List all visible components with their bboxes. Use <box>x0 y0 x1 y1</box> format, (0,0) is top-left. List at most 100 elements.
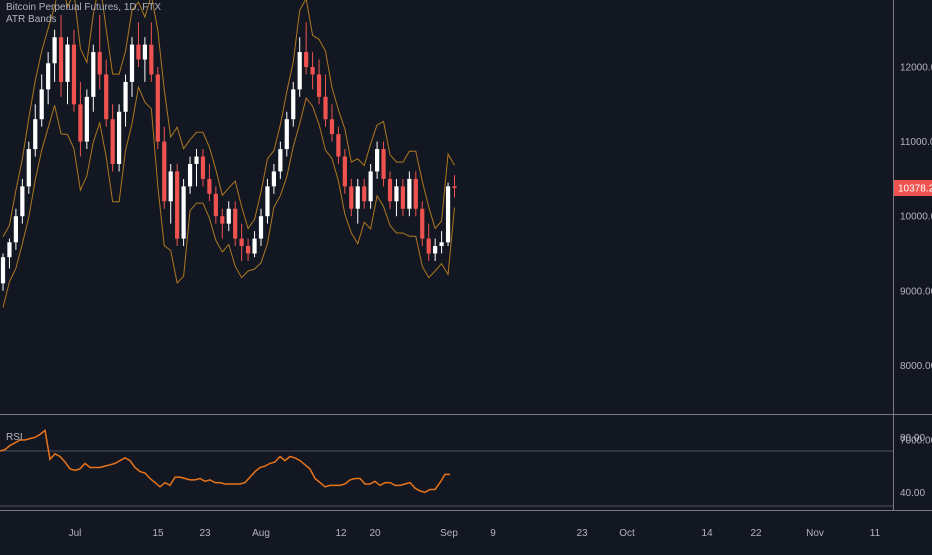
candle-body <box>187 163 193 187</box>
candle <box>220 208 225 239</box>
candle-body <box>368 171 373 202</box>
candle <box>362 178 367 209</box>
candle <box>284 111 289 157</box>
rsi-line <box>0 429 450 494</box>
candle <box>246 238 251 261</box>
candle <box>316 59 322 105</box>
candle <box>336 126 341 164</box>
candle <box>413 171 418 217</box>
time-tick-label: 23 <box>199 528 211 539</box>
candle <box>123 74 128 127</box>
candle-body <box>407 178 412 209</box>
candle <box>117 104 122 172</box>
candle <box>278 141 283 179</box>
candle-body <box>46 63 51 90</box>
candle-body <box>362 186 367 202</box>
time-tick-label: 23 <box>576 528 588 539</box>
candle <box>110 104 115 172</box>
candle <box>187 156 193 194</box>
candle <box>445 182 451 247</box>
candle-body <box>65 44 70 82</box>
candle-body <box>258 216 264 239</box>
price-tick-label: 9000.00 <box>900 286 932 297</box>
candle-body <box>97 52 102 75</box>
price-tick-label: 10000.00 <box>900 212 932 223</box>
candle-body <box>52 37 57 64</box>
candle <box>394 178 399 217</box>
candle-body <box>91 52 96 97</box>
candle <box>200 149 206 187</box>
candle-body <box>439 242 444 247</box>
candle <box>226 201 231 232</box>
candle-body <box>387 178 393 202</box>
candle-body <box>58 37 64 82</box>
candle-body <box>155 74 160 142</box>
candle-body <box>78 104 83 142</box>
candle-body <box>168 171 173 202</box>
candle-body <box>375 149 380 172</box>
time-tick-label: Sep <box>440 528 458 539</box>
time-tick-label: Jul <box>69 528 82 539</box>
candle <box>194 149 199 187</box>
candle-body <box>200 156 206 179</box>
candle-body <box>226 208 231 224</box>
candle-body <box>323 96 328 120</box>
candle-body <box>426 238 431 254</box>
candle <box>104 59 109 127</box>
candle <box>20 178 25 224</box>
candle-body <box>381 149 386 179</box>
candle-body <box>71 44 77 105</box>
candle-body <box>246 246 251 254</box>
candle-body <box>284 119 289 150</box>
candle-body <box>117 111 122 164</box>
symbol-title: Bitcoin Perpetual Futures, 1D, FTX <box>6 2 162 13</box>
candle <box>252 231 257 258</box>
candle-body <box>349 186 354 209</box>
candle-body <box>445 186 451 243</box>
candle-body <box>265 186 270 217</box>
candle-body <box>39 89 44 120</box>
candle <box>142 37 147 82</box>
candle <box>78 81 83 157</box>
candle-body <box>181 186 186 239</box>
candle-body <box>297 52 302 90</box>
candle <box>0 253 6 291</box>
candle <box>400 178 405 217</box>
candle <box>65 37 70 105</box>
candle <box>291 81 296 127</box>
candle-body <box>136 44 141 60</box>
candle-body <box>420 208 425 239</box>
candle <box>355 178 360 224</box>
candle <box>304 22 309 75</box>
candle-body <box>304 52 309 67</box>
candle-body <box>452 186 457 188</box>
candle <box>162 126 167 209</box>
time-tick-label: 12 <box>335 528 347 539</box>
candle <box>387 171 393 209</box>
candle-body <box>433 246 438 254</box>
candle-body <box>129 44 135 82</box>
candle-body <box>162 141 167 202</box>
candle-body <box>0 257 6 284</box>
candle <box>136 22 141 67</box>
candle <box>323 74 328 127</box>
price-tick-label: 12000.00 <box>900 63 932 74</box>
time-tick-label: Oct <box>619 528 635 539</box>
candle-body <box>252 238 257 254</box>
candle-body <box>207 178 212 194</box>
price-tick-label: 7000.00 <box>900 436 932 447</box>
candle-body <box>110 119 115 164</box>
candle <box>13 208 18 250</box>
candle <box>329 104 335 142</box>
candle-body <box>20 186 25 217</box>
candle-body <box>329 119 335 135</box>
candle-body <box>233 208 238 239</box>
candle <box>129 37 135 97</box>
time-tick-label: 15 <box>152 528 164 539</box>
candle <box>368 163 373 209</box>
candle <box>39 74 44 127</box>
candle-body <box>355 186 360 209</box>
candle-body <box>33 119 38 150</box>
